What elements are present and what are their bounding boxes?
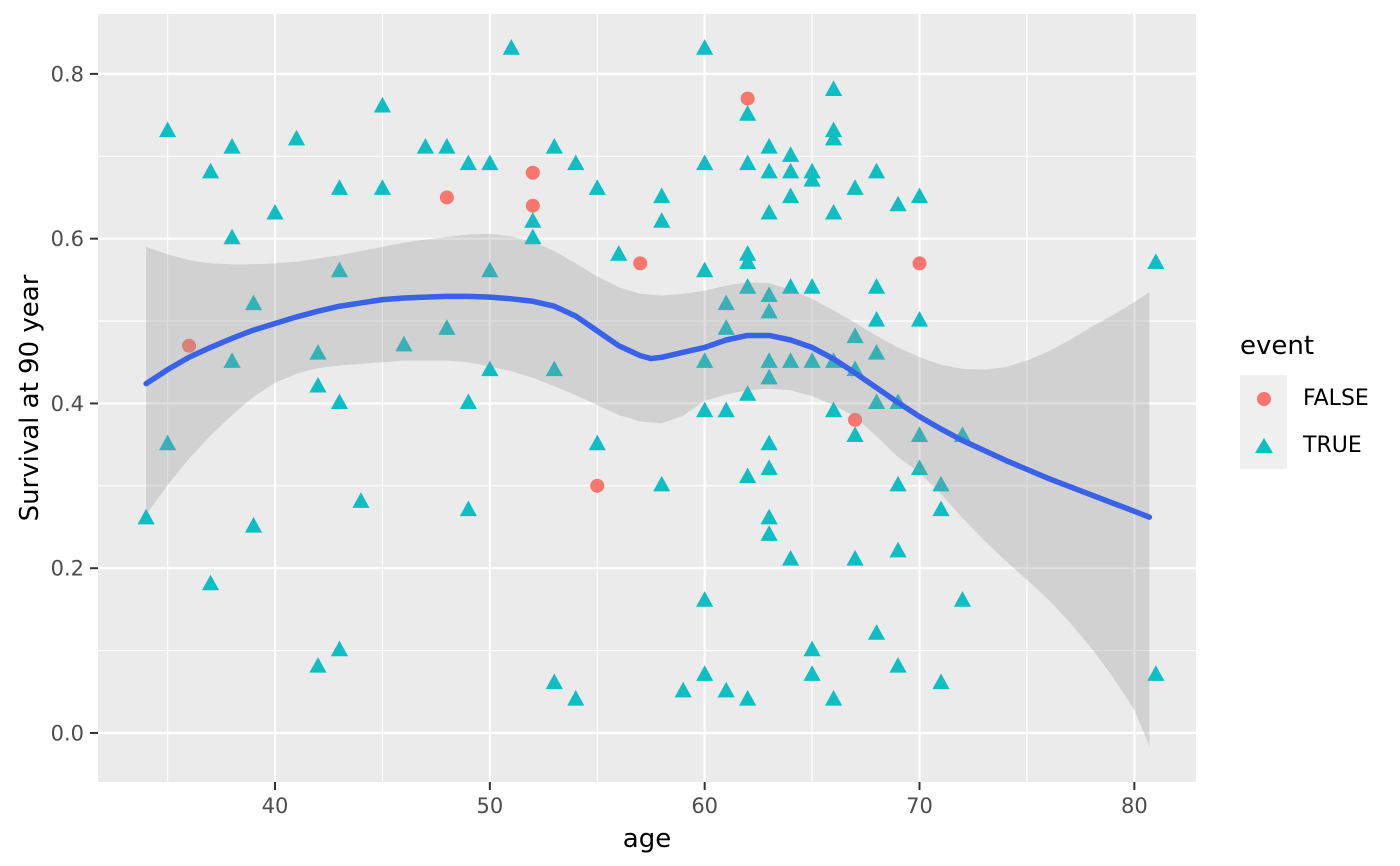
legend: event FALSE TRUE (1240, 331, 1369, 469)
legend-label-true: TRUE (1303, 433, 1362, 458)
svg-text:0.0: 0.0 (51, 721, 84, 745)
smooth-line (143, 293, 1153, 520)
x-axis-title: age (622, 824, 672, 854)
plot-panel (98, 14, 1196, 782)
legend-title: event (1240, 331, 1315, 361)
x-axis-ticks: 40 50 60 70 80 (262, 782, 1148, 818)
triangle-marker-icon (1254, 438, 1273, 453)
svg-text:70: 70 (906, 794, 933, 818)
legend-label-false: FALSE (1303, 386, 1369, 411)
legend-key-false (1240, 375, 1287, 422)
y-axis-title: Survival at 90 year (15, 274, 45, 522)
y-axis-ticks: 0.0 0.2 0.4 0.6 0.8 (51, 62, 98, 745)
legend-keys: FALSE TRUE (1240, 375, 1369, 469)
svg-text:0.6: 0.6 (51, 227, 84, 251)
scatter-points-false (182, 91, 927, 493)
circle-marker-icon (1256, 391, 1271, 406)
svg-text:0.8: 0.8 (51, 62, 84, 86)
gridlines-major (98, 14, 1196, 782)
svg-text:80: 80 (1121, 794, 1148, 818)
svg-text:40: 40 (262, 794, 289, 818)
legend-key-true (1240, 422, 1287, 469)
svg-text:0.2: 0.2 (51, 557, 84, 581)
svg-text:0.4: 0.4 (51, 392, 84, 416)
svg-text:60: 60 (691, 794, 718, 818)
svg-text:50: 50 (476, 794, 503, 818)
legend-item-false: FALSE (1240, 375, 1369, 422)
confidence-ribbon (146, 233, 1150, 747)
legend-item-true: TRUE (1240, 422, 1369, 469)
